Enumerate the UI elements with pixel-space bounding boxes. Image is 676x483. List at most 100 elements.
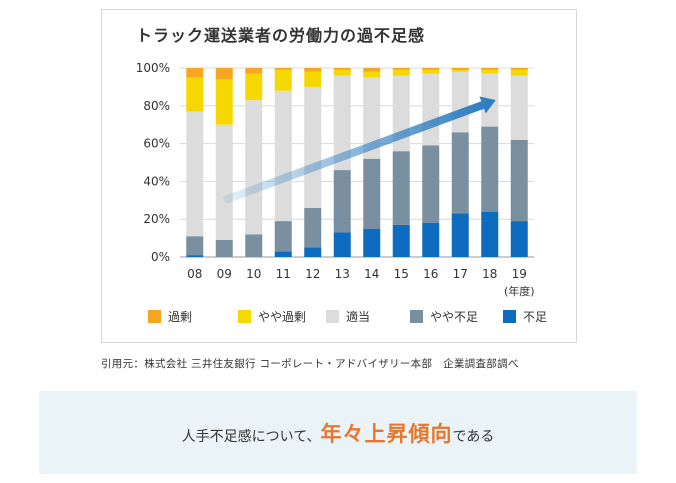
bar-segment — [422, 73, 440, 146]
trend-arrow — [222, 96, 496, 205]
x-tick-label: 18 — [482, 267, 497, 281]
bar-segment — [392, 151, 410, 225]
bar-segment — [304, 247, 322, 257]
legend-item: 不足 — [503, 308, 547, 325]
y-tick-label: 0% — [151, 250, 170, 264]
banner-text: 人手不足感について、年々上昇傾向である — [39, 418, 637, 448]
bar-segment — [274, 251, 292, 257]
banner-text-after: である — [452, 429, 495, 445]
bar-segment — [274, 69, 292, 91]
bar-segment — [363, 68, 381, 72]
legend-swatch — [326, 310, 339, 323]
x-tick-label: 12 — [305, 267, 320, 281]
bar-segment — [215, 124, 233, 240]
bar-segment — [510, 69, 528, 76]
y-tick-labels: 0% 20% 40% 60% 80% 100% — [136, 61, 170, 264]
bar-segment — [333, 68, 351, 70]
trend-arrow-head — [479, 96, 496, 114]
bar-segment — [186, 111, 204, 237]
x-tick-label: 14 — [364, 267, 379, 281]
legend: 過剰 やや過剰 適当 やや不足 不足 — [148, 308, 568, 328]
bar-segment — [215, 239, 233, 257]
chart-card: トラック運送業者の労働力の過不足感 0% 20% 40% 60% 80% 100% 08 0… — [101, 9, 577, 343]
bar-segment — [363, 228, 381, 257]
bar-segment — [274, 90, 292, 222]
bar-segment — [422, 69, 440, 74]
bar-segment — [481, 69, 499, 74]
bar-segment — [304, 86, 322, 208]
source-citation: 引用元：株式会社 三井住友銀行 コーポレート・アドバイザリー本部 企業調査部調べ — [101, 358, 519, 370]
legend-swatch — [238, 310, 251, 323]
bar-segment — [274, 68, 292, 70]
bar-segment — [392, 224, 410, 257]
bar-segment — [333, 75, 351, 171]
x-tick-label: 09 — [217, 267, 232, 281]
y-tick-label: 80% — [143, 99, 170, 113]
bar-segment — [215, 79, 233, 125]
bar-segment — [186, 68, 204, 78]
y-tick-label: 60% — [143, 137, 170, 151]
x-tick-label: 08 — [187, 267, 202, 281]
x-tick-label: 13 — [335, 267, 350, 281]
legend-item: やや過剰 — [238, 308, 306, 325]
legend-item: 過剰 — [148, 308, 192, 325]
trend-arrow-shaft — [222, 101, 485, 205]
bar-segment — [333, 232, 351, 257]
bar-segment — [451, 213, 469, 257]
bar-segment — [304, 71, 322, 87]
legend-label: 適当 — [346, 310, 371, 324]
x-tick-label: 16 — [423, 267, 438, 281]
bar-segment — [245, 100, 263, 235]
bar-segment — [333, 170, 351, 233]
legend-label: 過剰 — [168, 310, 193, 324]
y-tick-label: 40% — [143, 174, 170, 188]
bar-segment — [510, 68, 528, 70]
bar-segment — [304, 207, 322, 248]
bar-segment — [481, 68, 499, 70]
bar-segment — [304, 68, 322, 72]
bar-segment — [363, 158, 381, 229]
bar-segment — [510, 75, 528, 140]
legend-swatch — [410, 310, 423, 323]
x-tick-label: 11 — [276, 267, 291, 281]
legend-label: やや不足 — [430, 310, 479, 324]
bar-segment — [510, 221, 528, 257]
bar-segment — [186, 255, 204, 257]
legend-swatch — [503, 310, 516, 323]
x-axis-unit: (年度) — [504, 284, 535, 298]
bar-segment — [481, 126, 499, 212]
bar-segment — [333, 69, 351, 76]
bar-segment — [422, 145, 440, 223]
x-tick-labels: 08 09 10 11 12 13 14 15 16 17 18 19 (年度) — [187, 267, 534, 298]
bar-segment — [392, 68, 410, 70]
x-tick-label: 10 — [246, 267, 261, 281]
legend-item: 適当 — [326, 308, 370, 325]
x-tick-label: 15 — [394, 267, 409, 281]
x-tick-label: 17 — [453, 267, 468, 281]
stacked-bar-chart: 0% 20% 40% 60% 80% 100% 08 09 10 11 12 13 14 15 16 17 1… — [136, 61, 535, 298]
bar-segment — [451, 71, 469, 133]
bar-segment — [215, 68, 233, 80]
bar-segment — [363, 77, 381, 159]
banner-text-before: 人手不足感について、 — [181, 429, 321, 445]
bar-segment — [245, 73, 263, 101]
bar-segment — [245, 234, 263, 257]
y-tick-label: 20% — [143, 212, 170, 226]
x-tick-label: 19 — [512, 267, 527, 281]
bar-segment — [422, 222, 440, 257]
bar-segment — [186, 77, 204, 112]
summary-banner: 人手不足感について、年々上昇傾向である — [39, 391, 637, 474]
bar-segment — [451, 68, 469, 70]
gridlines — [180, 67, 534, 258]
bar-segment — [451, 132, 469, 214]
chart-title: トラック運送業者の労働力の過不足感 — [136, 26, 426, 45]
y-tick-label: 100% — [136, 61, 170, 75]
legend-label: 不足 — [523, 310, 548, 324]
banner-emphasis: 年々上昇傾向 — [320, 422, 453, 446]
bar-segment — [245, 68, 263, 74]
bar-segment — [422, 68, 440, 70]
bar-segment — [451, 69, 469, 72]
legend-item: やや不足 — [410, 308, 478, 325]
bar-segment — [481, 211, 499, 257]
bar-segment — [186, 236, 204, 256]
